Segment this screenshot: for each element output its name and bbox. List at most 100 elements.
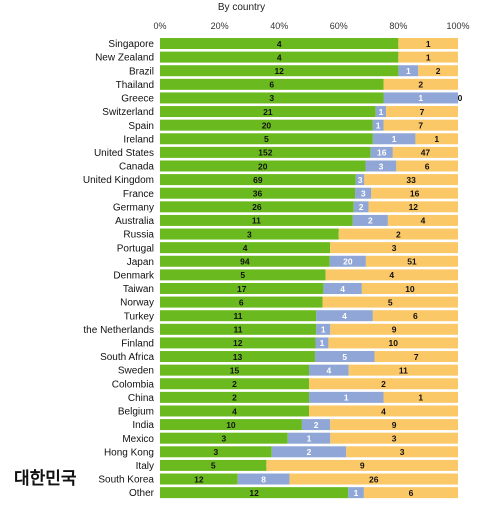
x-tick-label: 80% <box>389 21 407 31</box>
data-label: 1 <box>379 107 384 117</box>
category-label: Spain <box>128 121 154 132</box>
data-label: 12 <box>249 488 259 498</box>
category-label: Italy <box>136 461 154 472</box>
bar-segment <box>374 351 458 363</box>
data-label: 3 <box>214 447 219 457</box>
data-label: 4 <box>277 39 282 49</box>
data-label: 12 <box>409 202 419 212</box>
category-label: China <box>128 393 155 404</box>
category-label: India <box>132 420 154 431</box>
bar-segment <box>396 160 458 172</box>
bar-segment <box>365 160 397 172</box>
data-label: 1 <box>418 93 423 103</box>
data-label: 10 <box>388 338 398 348</box>
data-label: 10 <box>226 420 236 430</box>
category-label: the Netherlands <box>83 325 154 336</box>
bar-segment <box>160 391 309 403</box>
category-label: Norway <box>120 298 154 309</box>
x-tick-label: 20% <box>211 21 229 31</box>
bar-segment <box>160 282 324 294</box>
category-label: Belgium <box>118 407 154 418</box>
data-label: 47 <box>421 148 431 158</box>
bar-segment <box>160 174 356 186</box>
data-label: 16 <box>410 189 420 199</box>
data-label: 1 <box>426 52 431 62</box>
data-label: 2 <box>436 66 441 76</box>
bar-segment <box>348 364 458 376</box>
bar-segment <box>309 378 458 390</box>
category-label: Brazil <box>129 66 154 77</box>
data-label: 3 <box>361 189 366 199</box>
bar-segment <box>160 65 399 77</box>
bar-segment <box>287 432 331 444</box>
data-label: 1 <box>321 325 326 335</box>
data-label: 9 <box>392 325 397 335</box>
category-label: Switzerland <box>102 107 154 118</box>
bar-segment <box>383 92 458 104</box>
category-label: Singapore <box>108 39 154 50</box>
bar-segment <box>346 446 458 458</box>
bar-segment <box>370 146 393 158</box>
data-label: 1 <box>376 120 381 130</box>
bar-segment <box>325 269 458 281</box>
data-label: 69 <box>253 175 263 185</box>
bar-segment <box>309 364 349 376</box>
bar-segment <box>160 378 309 390</box>
data-label: 8 <box>261 474 266 484</box>
bar-segment <box>352 214 388 226</box>
bar-segment <box>398 38 458 49</box>
bar-segment <box>418 65 458 77</box>
category-label: Germany <box>113 202 154 213</box>
data-label: 1 <box>307 433 312 443</box>
bar-segment <box>309 405 458 417</box>
data-label: 4 <box>421 216 426 226</box>
data-label: 2 <box>314 420 319 430</box>
data-label: 3 <box>392 433 397 443</box>
data-label: 2 <box>396 229 401 239</box>
x-tick-label: 100% <box>446 21 469 31</box>
bar-segment <box>160 201 354 213</box>
bar-segment <box>372 310 458 322</box>
data-label: 36 <box>253 189 263 199</box>
category-label: United States <box>94 148 154 159</box>
data-label: 6 <box>425 161 430 171</box>
bar-segment <box>363 487 458 499</box>
data-label: 20 <box>343 257 353 267</box>
x-tick-label: 40% <box>270 21 288 31</box>
data-label: 7 <box>420 107 425 117</box>
data-label: 4 <box>326 365 331 375</box>
bar-segment <box>383 78 458 90</box>
data-label: 6 <box>239 297 244 307</box>
bar-segment <box>160 133 373 145</box>
category-label: France <box>123 189 155 200</box>
data-label: 17 <box>237 284 247 294</box>
bar-segment <box>371 187 458 199</box>
data-label: 10 <box>405 284 415 294</box>
data-label: 11 <box>399 365 408 375</box>
data-label: 1 <box>344 393 349 403</box>
bar-segment <box>353 201 369 213</box>
data-label: 12 <box>194 474 204 484</box>
data-label: 3 <box>247 229 252 239</box>
data-label: 2 <box>381 379 386 389</box>
data-label: 7 <box>414 352 419 362</box>
data-label: 15 <box>230 365 240 375</box>
bar-segment <box>398 51 458 63</box>
bar-segment <box>289 473 458 485</box>
data-label: 5 <box>240 270 245 280</box>
category-label: Mexico <box>122 434 154 445</box>
bar-segment <box>160 92 384 104</box>
category-label: Taiwan <box>123 284 154 295</box>
bar-segment <box>372 133 416 145</box>
bar-segment <box>315 337 329 349</box>
data-label: 4 <box>277 52 282 62</box>
bar-segment <box>160 446 272 458</box>
bar-segment <box>375 106 387 118</box>
data-label: 6 <box>269 80 274 90</box>
data-label: 7 <box>418 120 423 130</box>
bar-segment <box>160 160 366 172</box>
bar-segment <box>160 419 302 431</box>
bar-segment <box>330 323 458 335</box>
data-label: 5 <box>264 134 269 144</box>
bar-segment <box>329 255 366 267</box>
